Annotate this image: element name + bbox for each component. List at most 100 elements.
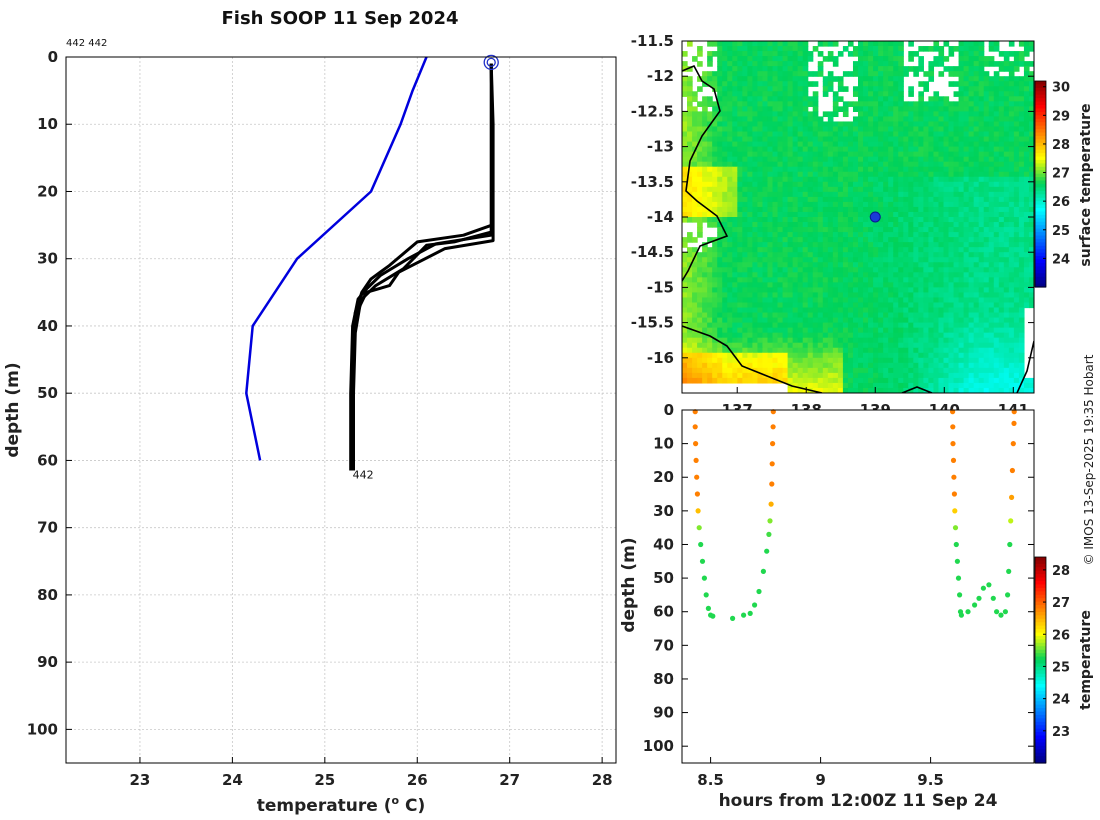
sst-cell [797,101,804,107]
sst-cell [953,46,960,52]
sst-cell [827,297,834,304]
sst-cell [883,342,889,349]
timeseries-colorbar-frame [1034,556,1047,764]
sst-cell [1013,136,1020,143]
temperature-point [769,481,775,487]
sst-cell [893,267,899,273]
sst-cell [802,362,809,369]
sst-cell [993,222,1000,228]
sst-cell [1018,86,1025,92]
sst-cell [827,362,834,369]
sst-cell [878,337,884,344]
sst-cell [817,191,824,198]
sst-cell [1008,297,1015,304]
sst-cell [898,307,904,314]
sst-cell [752,161,759,168]
sst-cell [787,136,794,143]
sst-cell [837,247,844,253]
sst-cell [893,191,899,198]
sst-cell [973,146,980,153]
sst-cell [978,146,985,153]
sst-cell [742,76,748,82]
sst-cell [792,232,799,238]
sst-cell [842,372,849,379]
sst-cell [842,176,849,183]
sst-cell [707,237,713,243]
sst-cell [943,302,950,309]
sst-cell [968,237,975,243]
sst-cell [687,337,693,344]
sst-cell [933,211,940,218]
sst-cell [1028,166,1034,173]
sst-cell [948,302,955,309]
sst-cell [782,76,789,82]
sst-cell [983,297,990,304]
timeseries-colorbar-segment [1035,690,1046,695]
sst-cell [1028,146,1034,153]
sst-cell [883,282,889,288]
sst-cell [988,372,995,379]
sst-cell [1018,247,1025,253]
sst-cell [797,161,804,168]
sst-cell [787,156,794,163]
sst-cell [852,222,859,228]
sst-cell [948,111,955,118]
sst-cell [762,121,769,128]
sst-cell [792,131,799,138]
sst-cell [978,252,985,258]
sst-cell [772,201,779,208]
sst-cell [757,287,764,294]
temperature-point [953,541,959,548]
sst-cell [802,297,809,304]
sst-cell [888,191,894,198]
sst-cell [858,342,864,349]
sst-cell [948,347,955,354]
sst-cell [807,372,814,379]
sst-cell [1003,161,1010,168]
sst-cell [757,297,764,304]
sst-cell [958,282,965,288]
sst-cell [847,131,854,138]
sst-cell [707,136,713,143]
sst-cell [958,136,965,143]
sst-cell [797,372,804,379]
sst-cell [1018,357,1025,364]
sst-cell [777,71,784,77]
sst-cell [923,206,929,213]
sst-cell [1013,237,1020,243]
sst-cell [837,312,844,319]
sst-cell [918,211,924,218]
map-colorbar-segment [1035,87,1046,92]
sst-cell [858,46,864,52]
sst-cell [863,56,869,62]
sst-cell [998,367,1005,374]
sst-cell [762,242,769,248]
sst-cell [797,126,804,133]
sst-cell [988,116,995,123]
sst-cell [888,227,894,233]
sst-cell [817,287,824,294]
sst-cell [1028,116,1034,123]
sst-cell [827,332,834,339]
sst-cell [903,141,909,148]
sst-cell [732,232,738,238]
sst-cell [898,222,904,228]
sst-cell [1023,272,1030,278]
sst-cell [707,166,713,173]
sst-cell [777,206,784,213]
sst-cell [777,372,784,379]
sst-cell [878,41,884,47]
sst-cell [938,272,945,278]
sst-cell [782,257,789,263]
sst-cell [928,312,935,319]
sst-cell [933,292,940,299]
sst-cell [1008,217,1015,223]
sst-cell [687,342,693,349]
sst-cell [1003,267,1010,273]
sst-cell [913,141,919,148]
sst-cell [707,267,713,273]
sst-cell [702,181,708,188]
sst-cell [702,146,708,153]
sst-cell [913,186,919,193]
sst-cell [682,201,688,208]
